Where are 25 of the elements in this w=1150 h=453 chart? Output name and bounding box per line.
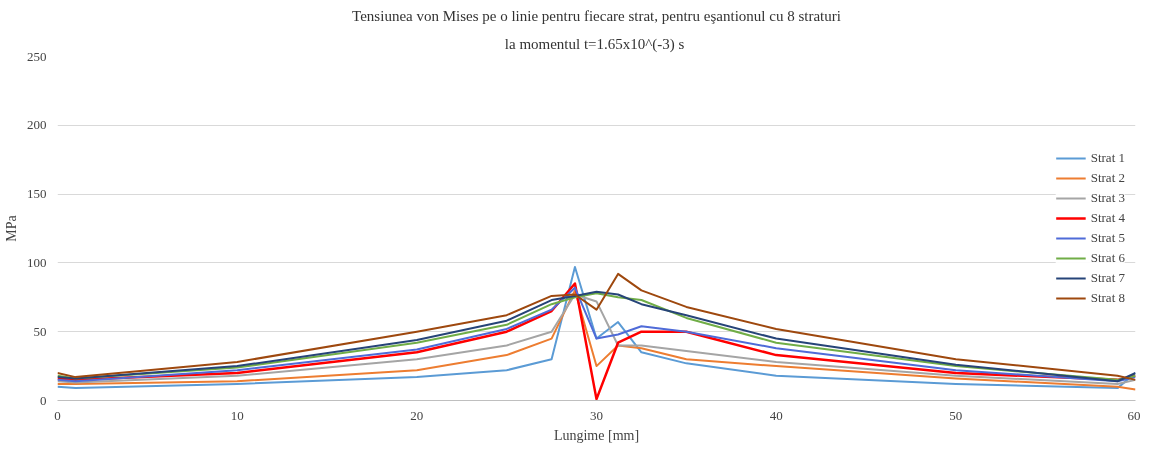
x-axis-title: Lungime [mm] [553,427,640,443]
legend-label: Strat 1 [1090,150,1125,166]
y-tick-label: 50 [33,323,47,339]
y-tick-label: 150 [27,186,47,202]
x-tick-label: 20 [410,407,424,423]
y-tick-label: 100 [27,254,47,270]
legend-label: Strat 6 [1090,250,1125,266]
y-tick-label: 250 [27,48,47,64]
legend-label: Strat 5 [1090,230,1125,246]
x-tick-label: 50 [949,407,963,423]
chart-subtitle: la momentul t=1.65x10^(-3) s [504,35,685,53]
legend-label: Strat 4 [1090,210,1125,226]
y-axis-title: MPa [4,214,19,242]
y-tick-label: 0 [40,392,47,408]
legend-label: Strat 8 [1090,290,1125,306]
legend-label: Strat 2 [1090,170,1125,186]
x-tick-label: 30 [590,407,603,423]
chart-title: Tensiunea von Mises pe o linie pentru fiecare strat, pentru eşantionul cu 8 straturi [352,7,841,24]
x-tick-label: 0 [54,407,61,423]
y-tick-label: 200 [27,117,47,133]
x-tick-label: 60 [1127,407,1141,423]
x-tick-label: 10 [230,407,244,423]
legend-label: Strat 7 [1090,270,1125,286]
x-tick-label: 40 [769,407,783,423]
legend-label: Strat 3 [1090,190,1125,206]
